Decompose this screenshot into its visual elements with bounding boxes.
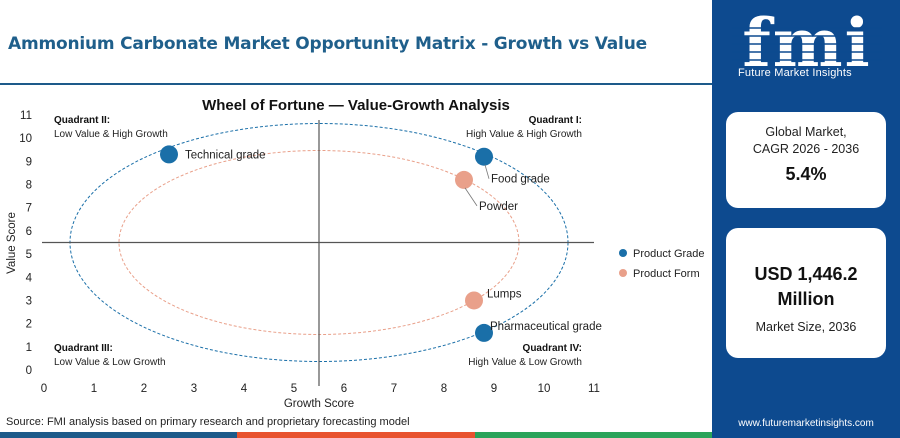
data-point: [160, 145, 178, 164]
quadrant-description: Low Value & High Growth: [54, 129, 168, 140]
data-label: Technical grade: [185, 149, 266, 161]
cagr-value: 5.4%: [785, 164, 827, 184]
logo-subtitle: Future Market Insights: [738, 67, 852, 79]
quadrant-title: Quadrant III:: [54, 343, 113, 354]
source-note: Source: FMI analysis based on primary re…: [6, 416, 410, 428]
y-tick-label: 6: [26, 226, 32, 238]
data-label: Food grade: [491, 174, 550, 186]
quadrant-description: Low Value & Low Growth: [54, 357, 166, 368]
bottom-color-bar: [0, 432, 712, 438]
x-tick-label: 5: [291, 383, 297, 395]
y-tick-label: 4: [26, 272, 33, 284]
x-tick-label: 0: [41, 383, 47, 395]
market-size-value: USD 1,446.2 Million: [754, 264, 858, 309]
x-tick-label: 6: [341, 383, 347, 395]
legend-marker: [619, 249, 627, 257]
y-axis-label: Value Score: [6, 212, 18, 274]
bottom-bar-green: [474, 432, 712, 438]
market-size-label: Market Size, 2036: [755, 320, 857, 334]
y-tick-label: 7: [26, 203, 32, 215]
bottom-bar-blue: [0, 432, 238, 438]
legend-label: Product Form: [633, 268, 700, 280]
y-tick-label: 10: [19, 133, 32, 145]
page-title: Ammonium Carbonate Market Opportunity Ma…: [8, 34, 647, 54]
legend-label: Product Grade: [633, 248, 705, 260]
y-tick-label: 3: [26, 295, 32, 307]
y-tick-label: 0: [26, 365, 32, 377]
quadrant-description: High Value & High Growth: [466, 129, 582, 140]
x-tick-label: 2: [141, 383, 147, 395]
chart-title: Wheel of Fortune — Value-Growth Analysis: [202, 97, 510, 114]
x-tick-label: 4: [241, 383, 248, 395]
data-point: [475, 147, 493, 166]
x-tick-label: 9: [491, 383, 497, 395]
y-tick-label: 11: [20, 110, 32, 122]
title-divider: [0, 83, 712, 85]
data-label: Lumps: [487, 288, 522, 300]
y-tick-label: 2: [26, 319, 32, 331]
x-tick-label: 10: [538, 383, 551, 395]
website-link[interactable]: www.futuremarketinsights.com: [738, 418, 874, 429]
data-point: [475, 323, 493, 342]
data-point: [455, 170, 473, 189]
data-point: [465, 291, 483, 310]
x-tick-label: 11: [588, 383, 600, 395]
bottom-bar-orange: [237, 432, 475, 438]
leader-line: [464, 187, 478, 207]
x-tick-label: 3: [191, 383, 197, 395]
x-tick-label: 8: [441, 383, 447, 395]
quadrant-description: High Value & Low Growth: [468, 357, 582, 368]
y-tick-label: 8: [26, 180, 32, 192]
y-tick-label: 9: [26, 156, 32, 168]
cagr-label: Global Market, CAGR 2026 - 2036: [752, 125, 860, 156]
x-axis-label: Growth Score: [284, 398, 354, 410]
x-tick-label: 7: [391, 383, 397, 395]
quadrant-title: Quadrant I:: [529, 115, 582, 126]
chart-svg: Wheel of Fortune — Value-Growth Analysis…: [6, 97, 705, 410]
y-tick-label: 5: [26, 249, 32, 261]
legend-marker: [619, 269, 627, 277]
y-tick-label: 1: [26, 342, 32, 354]
leader-line: [484, 164, 490, 179]
cagr-card: Global Market, CAGR 2026 - 2036 5.4%: [726, 112, 886, 208]
fmi-logo-wordmark: fmi: [742, 6, 871, 78]
fmi-logo: fmi: [732, 6, 882, 78]
data-label: Powder: [479, 201, 518, 213]
quadrant-title: Quadrant II:: [54, 115, 110, 126]
sidebar: fmi Future Market Insights Global Market…: [712, 0, 900, 438]
x-tick-label: 1: [91, 383, 97, 395]
data-label: Pharmaceutical grade: [490, 321, 602, 333]
opportunity-matrix-chart: Wheel of Fortune — Value-Growth Analysis…: [0, 88, 712, 414]
quadrant-title: Quadrant IV:: [523, 343, 582, 354]
market-size-card: USD 1,446.2 Million Market Size, 2036: [726, 228, 886, 358]
